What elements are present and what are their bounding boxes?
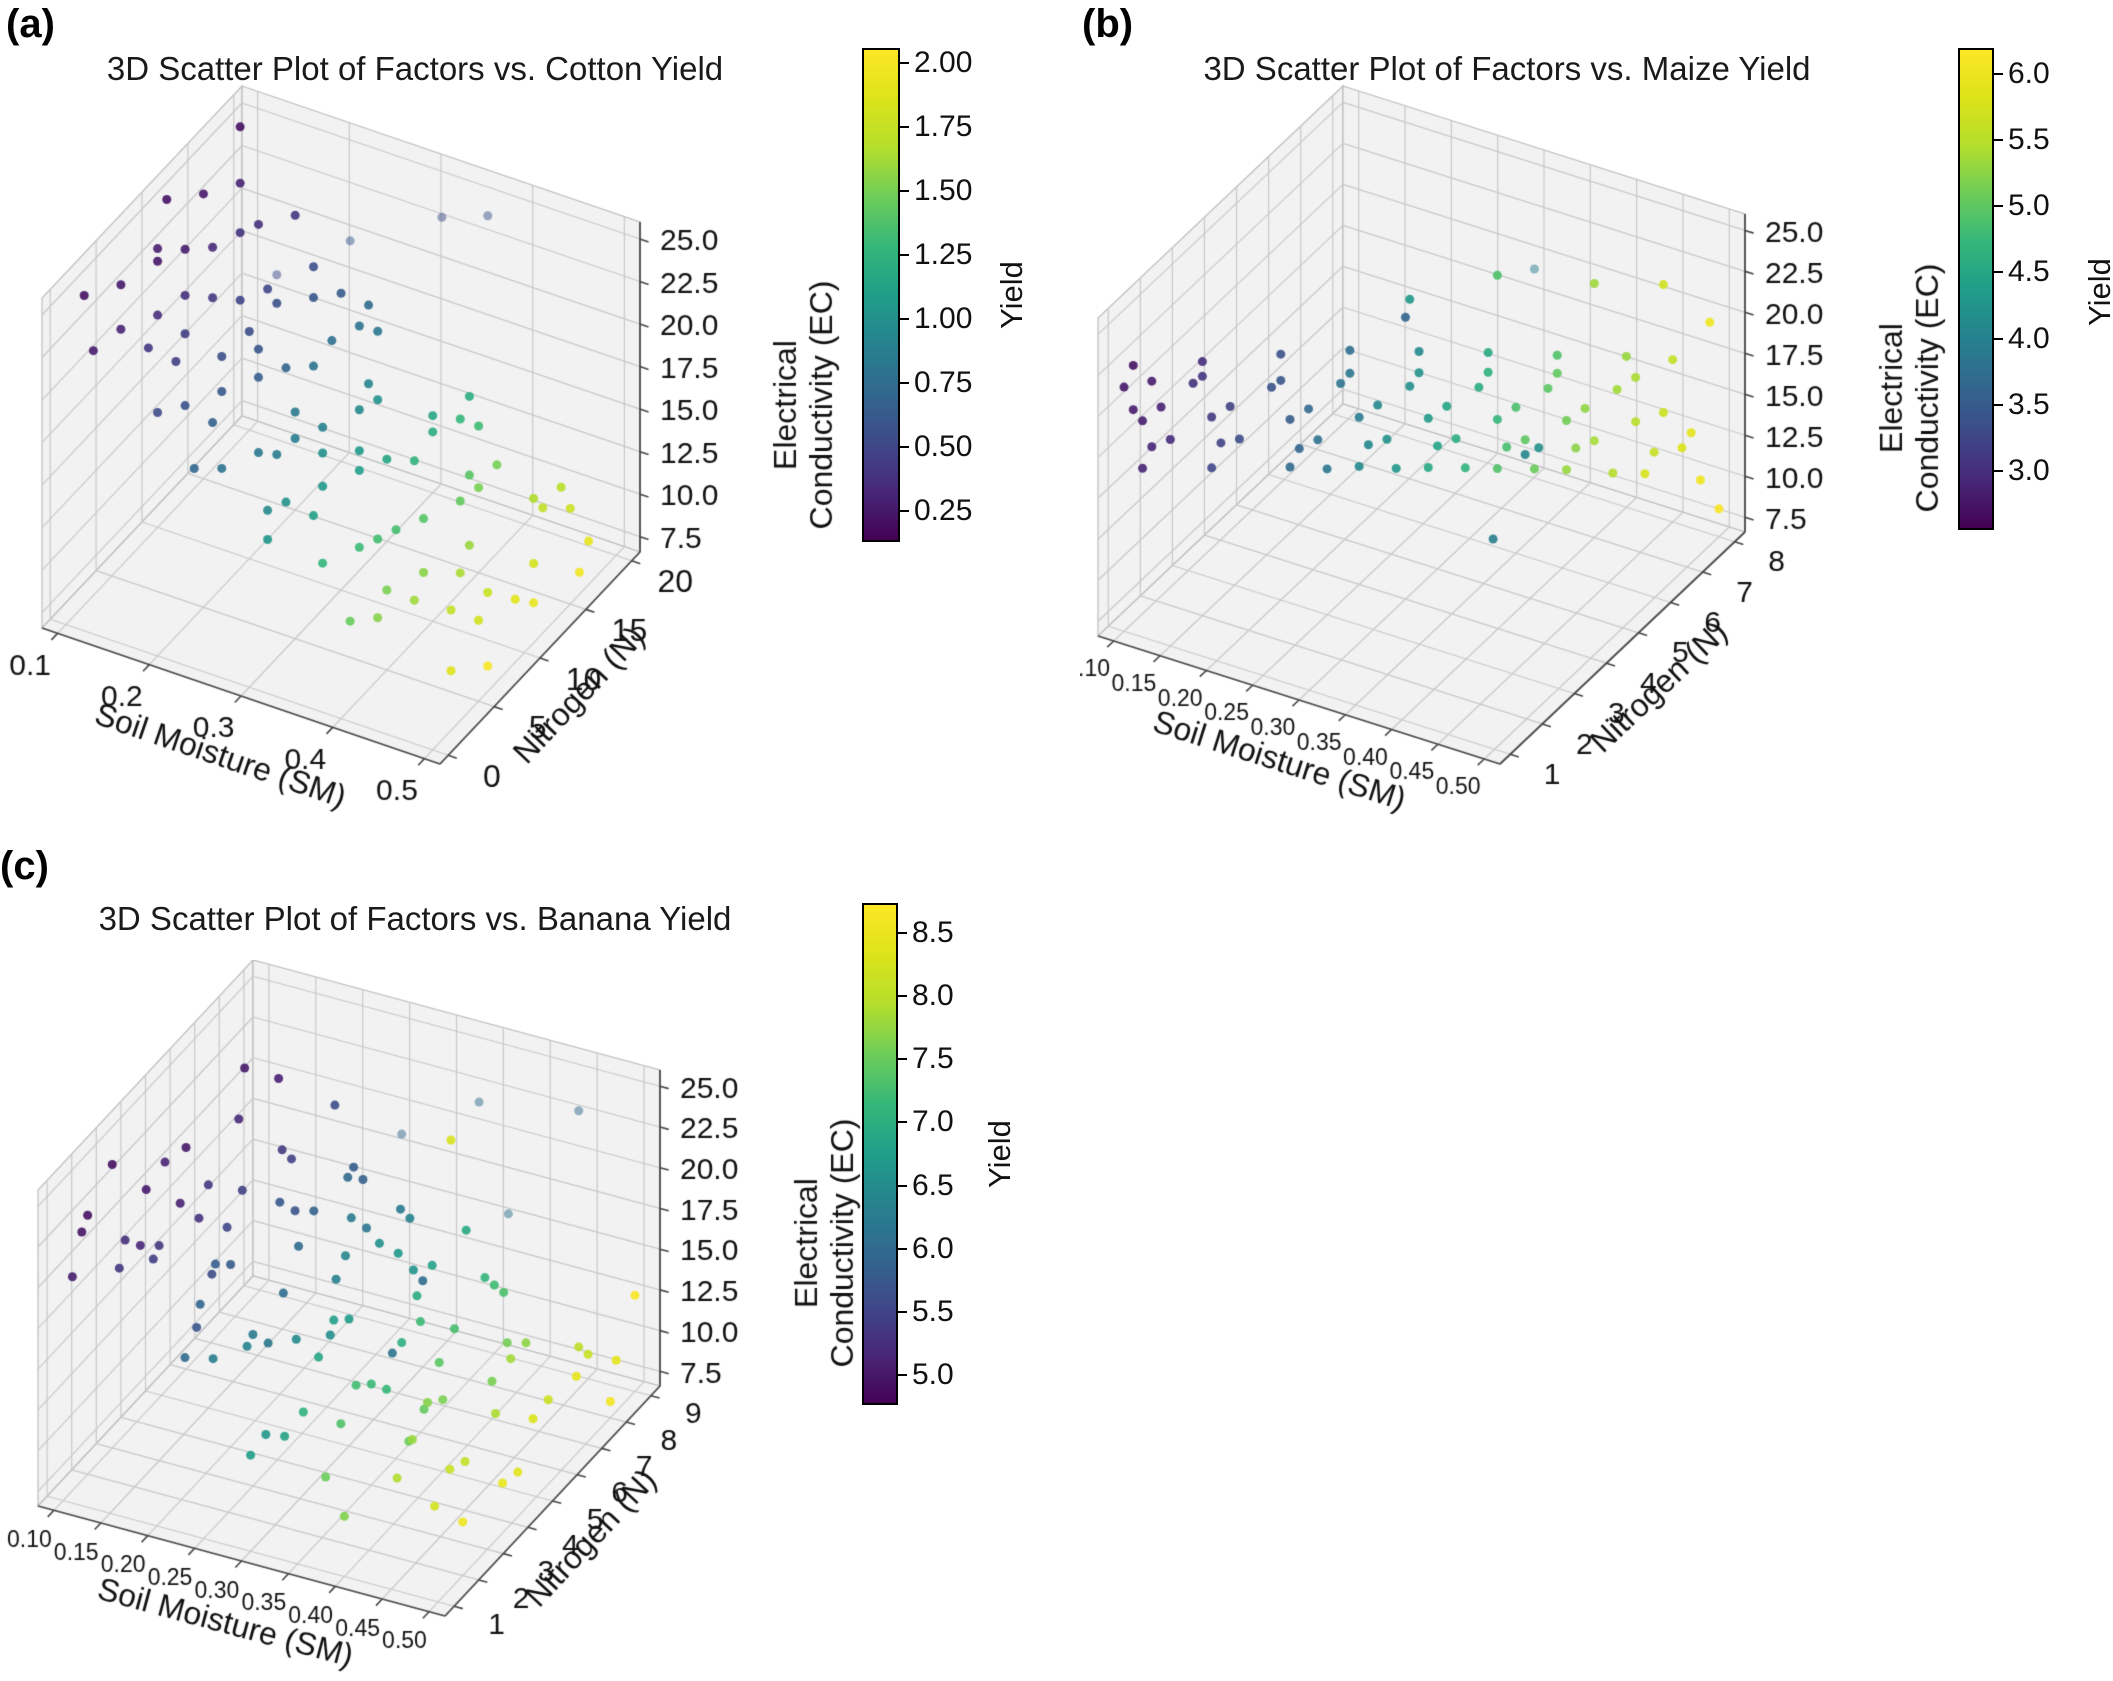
colorbar-tick-label: 6.0 bbox=[912, 1231, 954, 1265]
panel-b-colorbar-label: Yield bbox=[2082, 258, 2113, 326]
panel-a-3d-scatter-plot bbox=[0, 60, 880, 830]
colorbar-tick-mark bbox=[1994, 271, 2003, 274]
panel-b-3d-scatter-plot bbox=[1080, 60, 2090, 830]
colorbar-tick-mark bbox=[900, 446, 909, 449]
colorbar-tick-label: 3.5 bbox=[2008, 387, 2050, 421]
colorbar-tick-mark bbox=[898, 1121, 907, 1124]
colorbar-tick-mark bbox=[1994, 469, 2003, 472]
panel-c-3d-scatter-plot bbox=[0, 960, 900, 1681]
colorbar-tick-mark bbox=[898, 1247, 907, 1250]
colorbar-tick-label: 7.5 bbox=[912, 1042, 954, 1076]
panel-a: (a) 3D Scatter Plot of Factors vs. Cotto… bbox=[0, 0, 1060, 840]
panel-c: (c) 3D Scatter Plot of Factors vs. Banan… bbox=[0, 840, 1060, 1681]
panel-c-title: 3D Scatter Plot of Factors vs. Banana Yi… bbox=[98, 900, 732, 937]
colorbar-tick-mark bbox=[898, 932, 907, 935]
colorbar-tick-label: 0.75 bbox=[914, 366, 973, 400]
colorbar-tick-mark bbox=[900, 382, 909, 385]
colorbar-tick-label: 5.5 bbox=[912, 1294, 954, 1328]
colorbar-tick-label: 0.25 bbox=[914, 494, 973, 528]
colorbar-tick-mark bbox=[900, 190, 909, 193]
colorbar-tick-mark bbox=[900, 62, 909, 65]
colorbar-tick-label: 3.0 bbox=[2008, 453, 2050, 487]
colorbar-tick-mark bbox=[1994, 337, 2003, 340]
colorbar-tick-mark bbox=[898, 1184, 907, 1187]
colorbar-tick-mark bbox=[1994, 205, 2003, 208]
colorbar-tick-mark bbox=[898, 1058, 907, 1061]
colorbar-tick-label: 1.75 bbox=[914, 110, 973, 144]
panel-c-colorbar-gradient bbox=[862, 903, 898, 1405]
colorbar-tick-label: 0.50 bbox=[914, 430, 973, 464]
colorbar-tick-mark bbox=[898, 1373, 907, 1376]
colorbar-tick-label: 6.0 bbox=[2008, 57, 2050, 91]
colorbar-tick-label: 5.5 bbox=[2008, 123, 2050, 157]
colorbar-tick-label: 5.0 bbox=[912, 1357, 954, 1391]
panel-b-letter: (b) bbox=[1082, 2, 1134, 46]
panel-c-colorbar-label: Yield bbox=[982, 1120, 1017, 1188]
colorbar-tick-label: 1.25 bbox=[914, 238, 973, 272]
colorbar-tick-mark bbox=[900, 510, 909, 513]
colorbar-tick-mark bbox=[1994, 139, 2003, 142]
panel-a-letter: (a) bbox=[6, 2, 55, 46]
colorbar-tick-label: 5.0 bbox=[2008, 189, 2050, 223]
colorbar-tick-label: 1.00 bbox=[914, 302, 973, 336]
panel-b: (b) 3D Scatter Plot of Factors vs. Maize… bbox=[1080, 0, 2113, 840]
colorbar-tick-mark bbox=[898, 1310, 907, 1313]
colorbar-tick-mark bbox=[900, 254, 909, 257]
colorbar-tick-mark bbox=[1994, 403, 2003, 406]
panel-a-colorbar-gradient bbox=[862, 48, 900, 542]
panel-c-letter: (c) bbox=[0, 844, 49, 888]
colorbar-tick-label: 8.5 bbox=[912, 916, 954, 950]
colorbar-tick-label: 6.5 bbox=[912, 1168, 954, 1202]
panel-a-colorbar-label: Yield bbox=[994, 261, 1029, 329]
colorbar-tick-label: 1.50 bbox=[914, 174, 973, 208]
colorbar-tick-label: 4.5 bbox=[2008, 255, 2050, 289]
colorbar-tick-label: 4.0 bbox=[2008, 321, 2050, 355]
colorbar-tick-mark bbox=[900, 318, 909, 321]
panel-b-colorbar-gradient bbox=[1958, 48, 1994, 530]
colorbar-tick-mark bbox=[900, 126, 909, 129]
colorbar-tick-label: 7.0 bbox=[912, 1105, 954, 1139]
colorbar-tick-label: 8.0 bbox=[912, 979, 954, 1013]
colorbar-tick-mark bbox=[1994, 73, 2003, 76]
colorbar-tick-label: 2.00 bbox=[914, 46, 973, 80]
colorbar-tick-mark bbox=[898, 995, 907, 998]
